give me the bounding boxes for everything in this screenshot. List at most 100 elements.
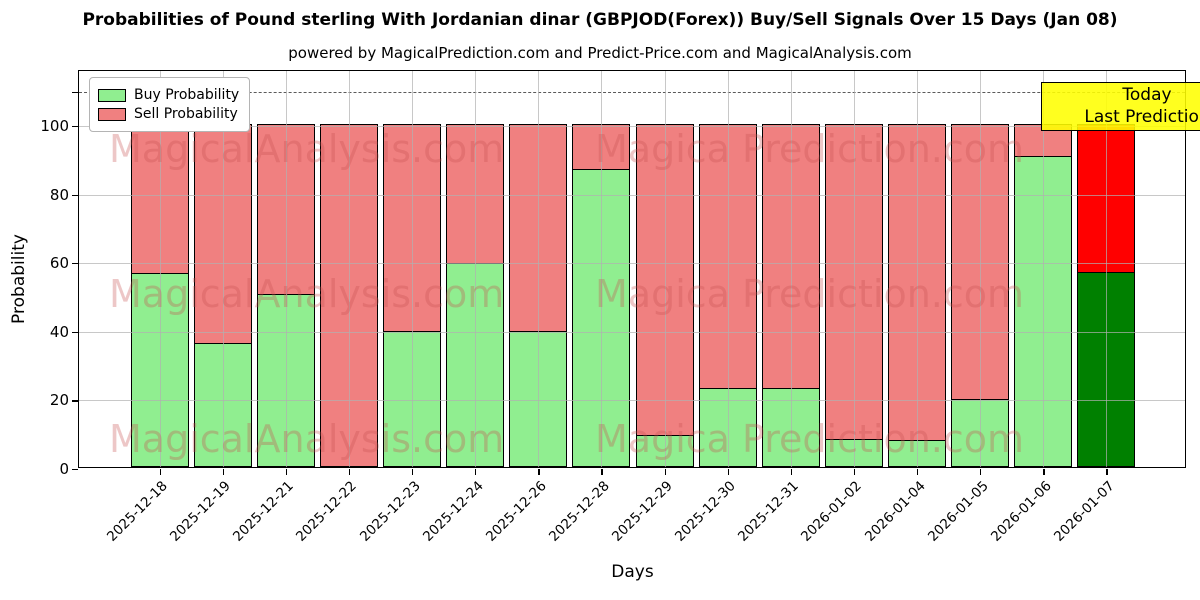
x-tick-label-2025-12-30: 2025-12-30 [672,478,740,545]
x-tick-2025-12-31 [790,469,792,475]
bar-segment-sell [320,124,377,466]
bar-segment-buy [952,399,1009,466]
bar-segment-buy [1078,271,1135,466]
bar-segment-buy [636,435,693,466]
y-tick-40 [72,331,78,333]
y-tick-80 [72,194,78,196]
x-tick-2025-12-29 [664,469,666,475]
legend-label-buy: Buy Probability [134,87,240,103]
bar-2025-12-18 [130,123,189,467]
bar-2025-12-21 [256,123,315,467]
legend-item-sell: Sell Probability [98,106,239,122]
bar-segment-sell [1078,124,1135,272]
dashed-reference-line [79,91,1185,93]
x-tick-label-2025-12-22: 2025-12-22 [293,478,361,545]
bar-segment-sell [510,124,567,332]
bar-segment-sell [447,124,504,264]
x-tick-label-2025-12-26: 2025-12-26 [482,478,550,545]
x-tick-label-2025-12-18: 2025-12-18 [104,478,171,545]
bar-2025-12-26 [509,123,568,467]
chart-subtitle: powered by MagicalPrediction.com and Pre… [288,44,912,62]
bar-segment-sell [384,124,441,332]
bar-2025-12-19 [193,123,252,467]
x-tick-label-2025-12-24: 2025-12-24 [419,478,487,545]
bar-segment-buy [573,169,630,466]
x-tick-label-2025-12-23: 2025-12-23 [356,478,424,545]
bar-2025-12-28 [572,123,631,467]
bar-2025-12-24 [446,123,505,467]
bar-segment-sell [952,124,1009,400]
bar-segment-buy [257,293,314,466]
bar-2026-01-02 [824,123,883,467]
x-tick-2025-12-28 [601,469,603,475]
y-tick-label-20: 20 [49,391,69,410]
x-tick-2025-12-22 [348,469,351,475]
legend-item-buy: Buy Probability [98,87,239,103]
x-tick-label-2025-12-31: 2025-12-31 [735,478,803,545]
bar-segment-sell [573,124,630,170]
bar-2025-12-23 [383,123,442,467]
bar-segment-buy [762,387,819,466]
bar-segment-sell [194,124,251,344]
x-tick-label-2025-12-19: 2025-12-19 [167,478,235,545]
x-tick-2026-01-06 [1043,469,1045,475]
x-tick-2026-01-07 [1106,469,1108,475]
bar-2026-01-05 [951,123,1010,467]
legend: Buy Probability Sell Probability [89,77,251,132]
bar-segment-buy [447,263,504,466]
bar-segment-sell [257,124,314,294]
y-tick-label-40: 40 [49,322,69,341]
plot-area: Buy Probability Sell Probability Today L… [40,70,1200,545]
x-tick-label-2025-12-28: 2025-12-28 [545,478,613,545]
today-annotation: Today Last Prediction [1041,82,1200,131]
buy-swatch-icon [98,88,126,102]
y-tick-label-100: 100 [40,116,69,135]
x-tick-2025-12-30 [727,469,729,475]
y-tick-label-60: 60 [49,254,69,273]
bar-2026-01-06 [1014,123,1073,467]
chart-title: Probabilities of Pound sterling With Jor… [82,10,1118,30]
bar-segment-buy [194,343,251,466]
bar-segment-sell [131,124,188,274]
bar-2025-12-31 [761,123,820,467]
x-tick-2025-12-26 [538,469,540,475]
x-tick-label-2026-01-06: 2026-01-06 [987,478,1055,545]
x-tick-label-2026-01-02: 2026-01-02 [798,478,866,545]
x-tick-label-2026-01-04: 2026-01-04 [861,478,929,545]
y-tick-60 [72,263,78,265]
x-tick-2025-12-23 [412,469,414,475]
x-tick-label-2025-12-29: 2025-12-29 [609,478,676,545]
y-tick-100 [72,125,78,128]
x-axis-label: Days [611,562,654,582]
bar-2025-12-29 [635,123,694,467]
x-tick-2025-12-18 [159,469,161,475]
bar-segment-sell [636,124,693,436]
bar-2026-01-07 [1077,123,1136,467]
y-tick-label-80: 80 [49,185,69,204]
bar-segment-buy [384,331,441,466]
bar-segment-buy [131,273,188,466]
legend-label-sell: Sell Probability [134,106,238,122]
x-tick-2025-12-24 [475,469,477,475]
x-tick-2026-01-05 [980,469,982,475]
x-tick-2026-01-02 [853,469,856,475]
bar-segment-buy [1015,155,1072,466]
bar-2026-01-04 [888,123,947,467]
y-tick-20 [72,400,78,402]
x-tick-label-2026-01-05: 2026-01-05 [924,478,992,545]
bar-segment-buy [699,387,756,466]
x-tick-2025-12-21 [285,469,287,475]
bar-segment-sell [825,124,882,439]
bar-segment-sell [889,124,946,441]
today-annotation-line2: Last Prediction [1084,107,1200,127]
x-tick-label-2025-12-21: 2025-12-21 [230,478,298,545]
x-tick-label-2026-01-07: 2026-01-07 [1050,478,1118,545]
today-annotation-line1: Today [1122,85,1172,105]
y-tick-minor [72,91,78,93]
bar-segment-sell [762,124,819,388]
y-tick-label-0: 0 [59,460,69,478]
sell-swatch-icon [98,107,126,121]
bar-segment-buy [825,438,882,466]
bar-2025-12-22 [319,123,378,467]
